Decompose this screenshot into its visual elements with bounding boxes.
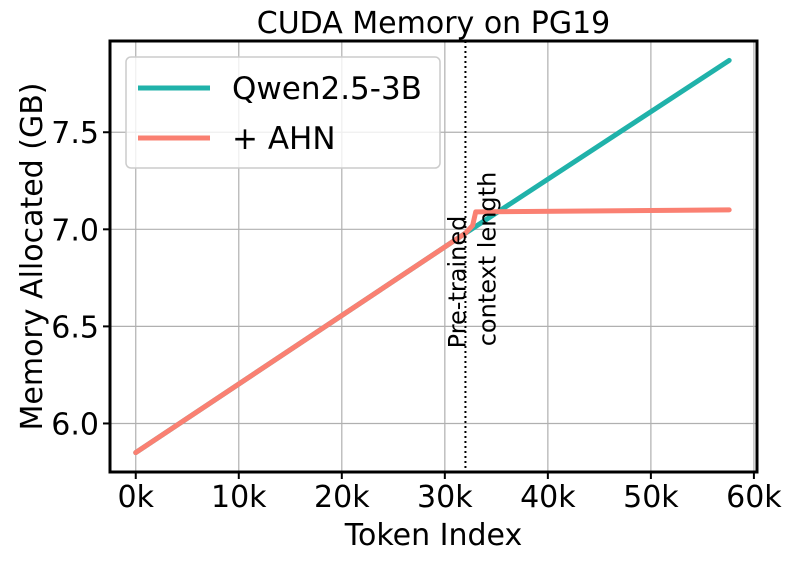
plot-frame bbox=[108, 39, 759, 474]
y-tick-label: 7.0 bbox=[51, 213, 99, 248]
x-tick-label: 60k bbox=[726, 480, 782, 515]
x-tick-label: 0k bbox=[118, 480, 155, 515]
x-tick-label: 10k bbox=[211, 480, 267, 515]
x-tick-label: 40k bbox=[520, 480, 576, 515]
y-tick-label: 7.5 bbox=[51, 116, 99, 151]
series-line-ahn bbox=[133, 207, 732, 456]
x-tick-label: 50k bbox=[623, 480, 679, 515]
x-axis-title: Token Index bbox=[344, 518, 522, 553]
legend-label-ahn: + AHN bbox=[232, 121, 336, 157]
series-lines bbox=[133, 57, 732, 456]
y-tick-label: 6.0 bbox=[51, 407, 99, 442]
x-tick-label: 30k bbox=[417, 480, 473, 515]
annotation-text-line-2: context length bbox=[473, 172, 501, 347]
y-axis-title: Memory Allocated (GB) bbox=[15, 82, 50, 430]
x-tick-label: 20k bbox=[314, 480, 370, 515]
y-tick-label: 6.5 bbox=[51, 310, 99, 345]
annotation-group: Pre-trained context length bbox=[443, 172, 501, 349]
legend-label-qwen: Qwen2.5-3B bbox=[232, 71, 422, 107]
chart-title: CUDA Memory on PG19 bbox=[257, 6, 611, 41]
axis-ticks: 0k 10k 20k 30k 40k 50k 60k 6.0 6.5 7.0 7.5 bbox=[51, 116, 782, 515]
annotation-text-line-1: Pre-trained bbox=[443, 216, 471, 349]
legend: Qwen2.5-3B + AHN bbox=[125, 56, 441, 169]
